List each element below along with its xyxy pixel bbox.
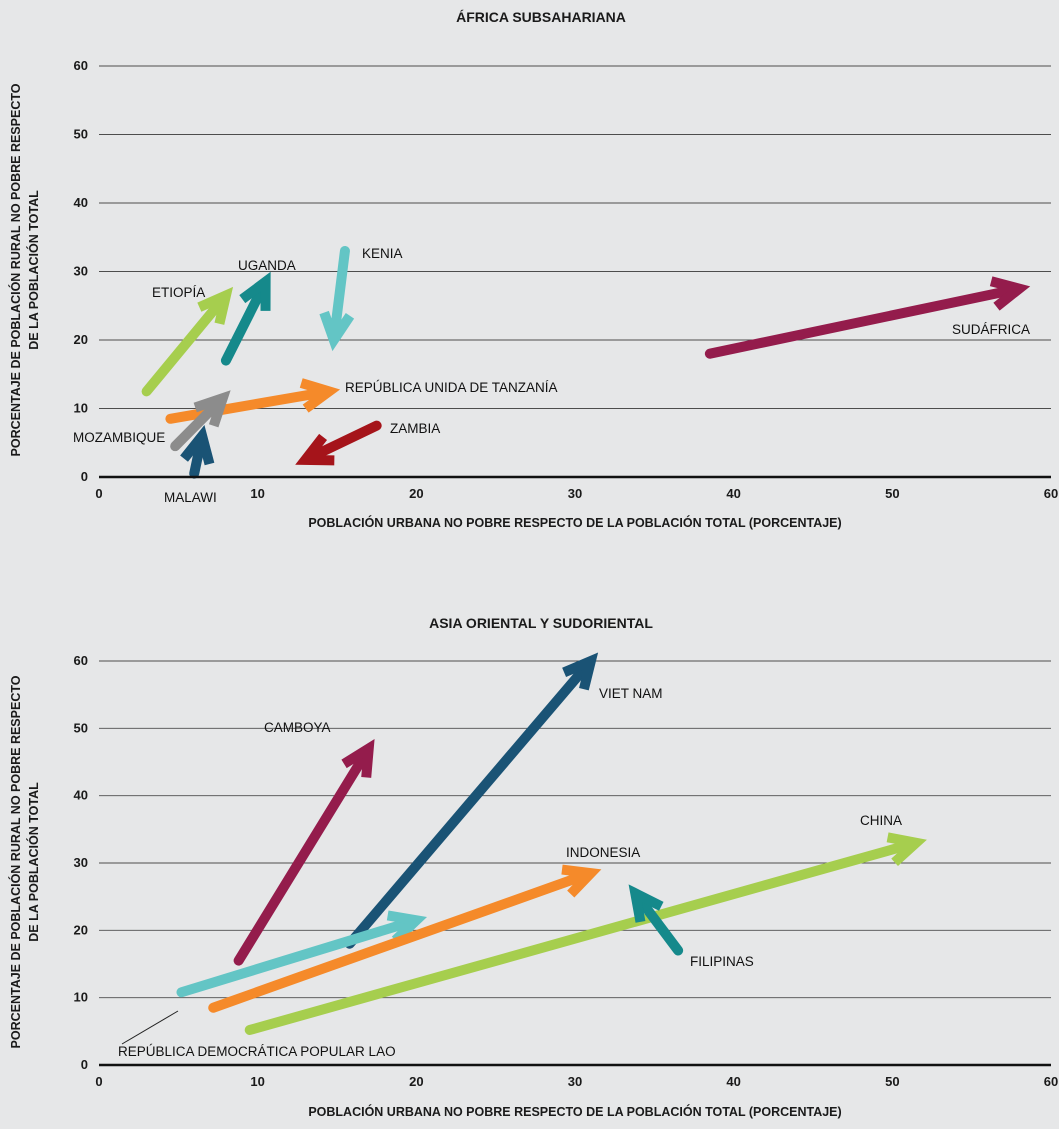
- series-label: MOZAMBIQUE: [73, 430, 165, 445]
- arrow-shaft: [141, 295, 228, 397]
- arrow-head: [989, 276, 1031, 311]
- arrow-shaft: [170, 397, 224, 452]
- x-axis-label: POBLACIÓN URBANA NO POBRE RESPECTO DE LA…: [308, 1104, 841, 1119]
- y-axis-label: DE LA POBLACIÓN TOTAL: [26, 190, 41, 350]
- series-label: KENIA: [362, 246, 403, 261]
- x-tick-label: 50: [885, 1074, 899, 1089]
- series-malawi: MALAWI: [164, 424, 217, 505]
- y-tick-label: 40: [74, 195, 88, 210]
- series-republica-democratica-popular-lao: REPÚBLICA DEMOCRÁTICA POPULAR LAO: [118, 910, 428, 1059]
- arrow-shaft: [208, 870, 591, 1013]
- y-tick-label: 20: [74, 922, 88, 937]
- arrow-head: [197, 286, 234, 325]
- series-label: MALAWI: [164, 490, 217, 505]
- x-tick-label: 40: [726, 1074, 740, 1089]
- series-etiopia: ETIOPÍA: [141, 285, 234, 397]
- series-label: REPÚBLICA UNIDA DE TANZANÍA: [345, 380, 558, 395]
- arrow-head: [180, 424, 215, 466]
- arrow-shaft: [189, 436, 206, 479]
- series-label: SUDÁFRICA: [952, 322, 1030, 337]
- y-tick-label: 30: [74, 264, 88, 279]
- y-tick-label: 40: [74, 788, 88, 803]
- arrow-shaft: [344, 660, 592, 949]
- y-tick-label: 60: [74, 58, 88, 73]
- y-tick-label: 30: [74, 855, 88, 870]
- series-label: REPÚBLICA DEMOCRÁTICA POPULAR LAO: [118, 1044, 396, 1059]
- y-tick-label: 50: [74, 720, 88, 735]
- x-tick-label: 40: [726, 486, 740, 501]
- x-tick-label: 60: [1044, 486, 1058, 501]
- x-tick-label: 20: [409, 486, 423, 501]
- arrow-shaft: [704, 284, 1019, 359]
- arrow-shaft: [220, 282, 268, 366]
- x-tick-label: 10: [250, 486, 264, 501]
- arrow-head: [319, 310, 355, 352]
- series-uganda: UGANDA: [220, 258, 296, 366]
- arrow-head: [341, 739, 375, 778]
- series-label: UGANDA: [238, 258, 296, 273]
- arrow-shaft: [329, 245, 350, 340]
- label-leader-line: [121, 1010, 179, 1045]
- series-mozambique: MOZAMBIQUE: [73, 390, 231, 452]
- arrow-head: [562, 652, 599, 691]
- arrow-head: [386, 910, 428, 944]
- series-viet-nam: VIET NAM: [344, 652, 663, 949]
- arrow-shaft: [176, 916, 416, 998]
- series-filipinas: FILIPINAS: [628, 884, 754, 969]
- x-tick-label: 0: [95, 1074, 102, 1089]
- arrow-shaft: [165, 387, 329, 424]
- series-label: ZAMBIA: [390, 421, 440, 436]
- series-republica-unida-de-tanzania: REPÚBLICA UNIDA DE TANZANÍA: [165, 378, 558, 424]
- y-tick-label: 60: [74, 653, 88, 668]
- x-tick-label: 10: [250, 1074, 264, 1089]
- arrow-shaft: [244, 839, 916, 1035]
- chart-2: 0 10 20 30 40 50 60 0 10 20 30 40 50 60 ASIA ORIENTAL …: [8, 615, 1058, 1119]
- series-label: INDONESIA: [566, 845, 640, 860]
- y-tick-label: 10: [74, 990, 88, 1005]
- arrow-head: [628, 884, 664, 923]
- arrow-head: [193, 390, 231, 428]
- x-tick-label: 30: [568, 1074, 582, 1089]
- y-tick-label: 10: [74, 401, 88, 416]
- y-tick-label: 0: [81, 1057, 88, 1072]
- arrow-head: [886, 832, 927, 867]
- chart-1: 0 10 20 30 40 50 60 0 10 20 30 40 50 60 ÁFRICA SUBSAHA…: [8, 9, 1058, 530]
- arrow-head: [561, 864, 602, 898]
- series-label: FILIPINAS: [690, 954, 754, 969]
- arrow-shaft: [305, 420, 382, 463]
- x-tick-label: 20: [409, 1074, 423, 1089]
- chart-title: ASIA ORIENTAL Y SUDORIENTAL: [429, 615, 653, 631]
- y-tick-label: 50: [74, 127, 88, 142]
- series-zambia: ZAMBIA: [295, 420, 440, 466]
- arrow-head: [299, 378, 341, 413]
- y-tick-label: 20: [74, 332, 88, 347]
- y-axis-label: DE LA POBLACIÓN TOTAL: [26, 782, 41, 942]
- x-axis-label: POBLACIÓN URBANA NO POBRE RESPECTO DE LA…: [308, 515, 841, 530]
- y-axis-label: PORCENTAJE DE POBLACIÓN RURAL NO POBRE R…: [8, 83, 23, 456]
- series-sudafrica: SUDÁFRICA: [704, 276, 1031, 359]
- x-tick-label: 30: [568, 486, 582, 501]
- series-china: CHINA: [244, 813, 927, 1035]
- series-camboya: CAMBOYA: [233, 720, 375, 966]
- x-tick-label: 0: [95, 486, 102, 501]
- x-tick-label: 60: [1044, 1074, 1058, 1089]
- arrow-shaft: [633, 893, 684, 956]
- chart-title: ÁFRICA SUBSAHARIANA: [456, 9, 626, 25]
- arrow-head: [239, 271, 271, 311]
- x-tick-label: 50: [885, 486, 899, 501]
- series-kenia: KENIA: [319, 245, 403, 352]
- y-tick-label: 0: [81, 469, 88, 484]
- series-indonesia: INDONESIA: [208, 845, 640, 1013]
- series-label: CHINA: [860, 813, 902, 828]
- series-label: ETIOPÍA: [152, 285, 205, 300]
- arrow-head: [295, 433, 335, 466]
- series-label: VIET NAM: [599, 686, 663, 701]
- arrow-shaft: [233, 748, 371, 966]
- y-axis-label: PORCENTAJE DE POBLACIÓN RURAL NO POBRE R…: [8, 675, 23, 1048]
- series-label: CAMBOYA: [264, 720, 331, 735]
